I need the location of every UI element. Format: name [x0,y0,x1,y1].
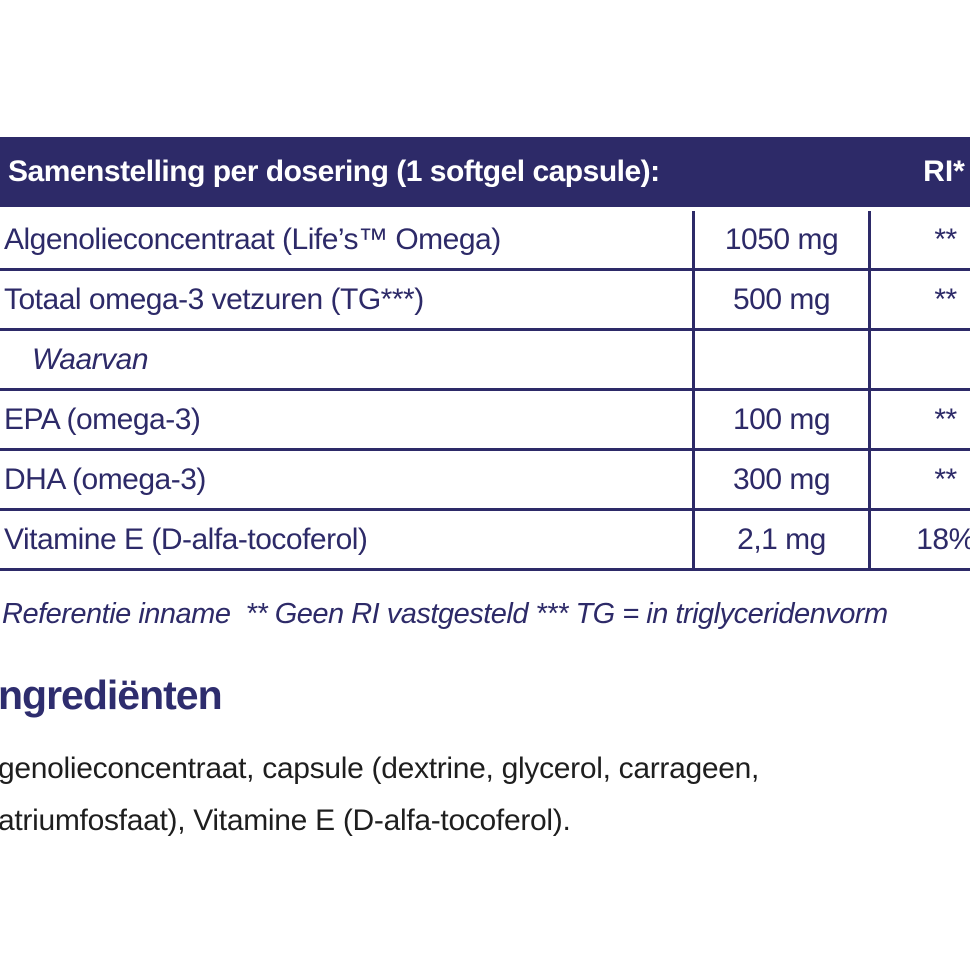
ri-value: 18% [868,511,970,568]
ri-value [868,331,970,388]
ingredient-name: DHA (omega-3) [4,462,206,496]
table-title: Samenstelling per dosering (1 softgel ca… [8,155,660,188]
amount-value: 300 mg [692,451,868,508]
ingredient-name: Waarvan [32,342,149,376]
ri-value: ** [868,211,970,268]
ingredients-line-2: atriumfosfaat), Vitamine E (D-alfa-tocof… [0,804,571,837]
ri-value: ** [868,271,970,328]
amount-value: 500 mg [692,271,868,328]
ingredient-name: EPA (omega-3) [4,402,201,436]
amount-value [692,331,868,388]
ri-value: ** [868,451,970,508]
table-row: Vitamine E (D-alfa-tocoferol) 2,1 mg 18% [0,511,970,571]
ingredient-name: Vitamine E (D-alfa-tocoferol) [4,522,368,556]
composition-table: Samenstelling per dosering (1 softgel ca… [0,137,970,571]
table-header-bar: Samenstelling per dosering (1 softgel ca… [0,137,970,207]
table-row: EPA (omega-3) 100 mg ** [0,391,970,451]
amount-value: 2,1 mg [692,511,868,568]
ingredients-paragraph: genolieconcentraat, capsule (dextrine, g… [0,743,759,847]
ri-value: ** [868,391,970,448]
ingredient-name: Totaal omega-3 vetzuren (TG***) [4,282,424,316]
table-body: Algenolieconcentraat (Life’s™ Omega) 105… [0,211,970,571]
table-row: DHA (omega-3) 300 mg ** [0,451,970,511]
ingredient-name: Algenolieconcentraat (Life’s™ Omega) [4,222,501,256]
table-row: Algenolieconcentraat (Life’s™ Omega) 105… [0,211,970,271]
ingredients-line-1: genolieconcentraat, capsule (dextrine, g… [0,752,760,785]
footnote-text: Referentie inname ** Geen RI vastgesteld… [2,598,888,630]
table-row-subheader: Waarvan [0,331,970,391]
ingredients-heading: ngrediënten [0,672,223,718]
ri-column-header: RI* [923,155,965,188]
amount-value: 100 mg [692,391,868,448]
amount-value: 1050 mg [692,211,868,268]
table-row: Totaal omega-3 vetzuren (TG***) 500 mg *… [0,271,970,331]
